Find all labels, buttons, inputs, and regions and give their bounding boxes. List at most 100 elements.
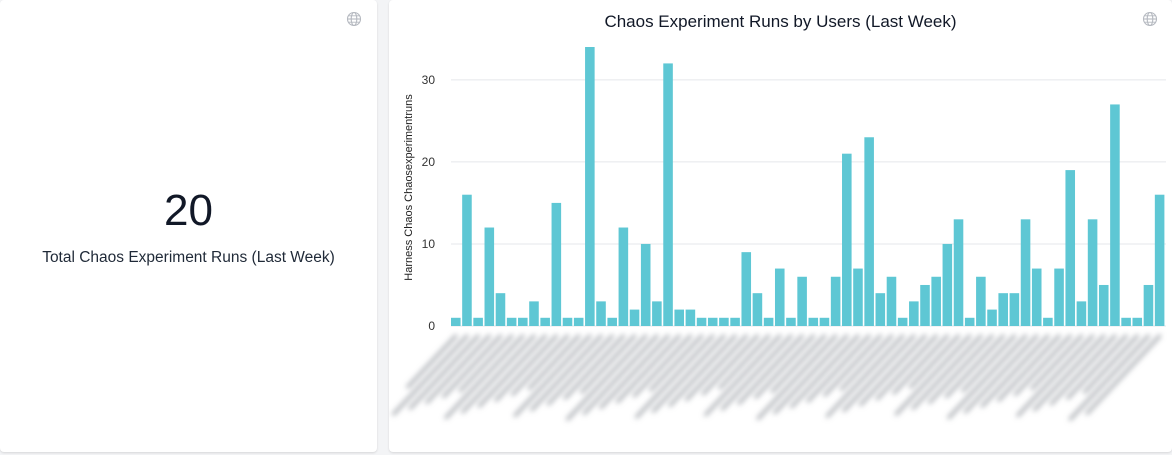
x-tick-label	[770, 334, 827, 393]
bar[interactable]	[652, 301, 662, 326]
x-tick-label	[530, 334, 603, 412]
bar[interactable]	[551, 202, 562, 326]
bar[interactable]	[529, 301, 539, 326]
x-tick-label	[839, 334, 894, 391]
x-tick-label	[859, 334, 927, 407]
bar[interactable]	[1143, 284, 1154, 326]
bar[interactable]	[942, 243, 953, 326]
bar[interactable]	[909, 301, 919, 326]
x-tick-label	[704, 334, 782, 417]
y-tick-label: 30	[422, 73, 436, 87]
bar[interactable]	[897, 317, 908, 326]
bar[interactable]	[1076, 301, 1087, 326]
bar[interactable]	[540, 317, 550, 326]
bar[interactable]	[741, 252, 752, 326]
bar[interactable]	[763, 317, 774, 326]
y-tick-label: 10	[422, 237, 436, 251]
bar[interactable]	[640, 243, 651, 326]
x-tick-label	[458, 334, 514, 393]
bar[interactable]	[506, 317, 517, 326]
y-tick-label: 20	[422, 155, 436, 169]
x-tick-label	[444, 334, 525, 420]
bar[interactable]	[1110, 104, 1120, 326]
x-tick-label	[599, 334, 670, 409]
bar[interactable]	[629, 309, 640, 326]
bar[interactable]	[920, 284, 930, 326]
bar[interactable]	[752, 293, 763, 326]
bar[interactable]	[998, 293, 1008, 326]
bar[interactable]	[484, 227, 495, 326]
bar[interactable]	[819, 317, 830, 326]
x-tick-label	[408, 334, 480, 410]
x-tick-label	[1049, 334, 1117, 406]
bar[interactable]	[730, 317, 740, 326]
x-tick-label	[651, 334, 726, 413]
bar[interactable]	[842, 153, 852, 326]
x-tick-label	[425, 334, 491, 404]
bar[interactable]	[875, 293, 886, 326]
bar[interactable]	[451, 317, 461, 326]
bar[interactable]	[518, 317, 528, 326]
bar[interactable]	[1154, 194, 1165, 326]
bar[interactable]	[562, 317, 573, 326]
bar[interactable]	[964, 317, 975, 326]
x-tick-label	[825, 334, 905, 418]
bar[interactable]	[596, 301, 606, 326]
bar[interactable]	[462, 194, 472, 326]
bar[interactable]	[1132, 317, 1143, 326]
y-tick-label: 0	[428, 319, 435, 333]
bar[interactable]	[953, 219, 964, 326]
bar[interactable]	[1098, 284, 1109, 326]
bar[interactable]	[1009, 293, 1020, 326]
x-tick-label	[546, 334, 614, 406]
bar[interactable]	[987, 309, 997, 326]
x-tick-label	[756, 334, 838, 420]
bar[interactable]	[663, 63, 673, 326]
bar[interactable]	[786, 317, 796, 326]
bar[interactable]	[473, 317, 483, 326]
bar[interactable]	[1087, 219, 1098, 326]
x-tick-label	[635, 334, 715, 419]
x-tick-label	[580, 334, 637, 394]
globe-icon[interactable]	[1142, 11, 1158, 27]
bar[interactable]	[707, 317, 718, 326]
x-tick-label	[947, 334, 1028, 420]
bar[interactable]	[797, 276, 807, 326]
y-axis-label: Harness Chaos Chaosexperimentruns	[403, 94, 415, 281]
bar[interactable]	[1065, 170, 1076, 326]
bar[interactable]	[573, 317, 584, 326]
bar[interactable]	[719, 317, 729, 326]
bar[interactable]	[886, 276, 897, 326]
bar[interactable]	[1020, 219, 1031, 326]
x-tick-label	[513, 334, 592, 418]
chart-title: Chaos Experiment Runs by Users (Last Wee…	[604, 12, 957, 31]
bar[interactable]	[674, 309, 685, 326]
bar[interactable]	[774, 268, 785, 326]
bar[interactable]	[1121, 317, 1131, 326]
x-tick-label	[649, 334, 704, 392]
bar[interactable]	[696, 317, 707, 326]
bar[interactable]	[1054, 268, 1064, 326]
bar-chart: 0 10 20 30 Harness Chaos Chaosexperimentrun…	[392, 47, 1166, 421]
x-tick-label	[894, 334, 972, 416]
x-tick-label	[806, 334, 871, 403]
bar[interactable]	[607, 317, 617, 326]
bar[interactable]	[931, 276, 941, 326]
bar[interactable]	[1043, 317, 1053, 326]
bar[interactable]	[618, 227, 629, 326]
globe-icon[interactable]	[346, 11, 362, 27]
bar[interactable]	[853, 268, 863, 326]
bar[interactable]	[864, 137, 874, 326]
bar[interactable]	[976, 276, 986, 326]
stat-value: 20	[164, 186, 213, 235]
bar[interactable]	[685, 309, 696, 326]
bar[interactable]	[495, 293, 506, 326]
bar[interactable]	[585, 47, 595, 326]
x-tick-label	[718, 334, 771, 390]
x-tick-label	[980, 334, 1050, 408]
bar[interactable]	[830, 276, 841, 326]
bar[interactable]	[808, 317, 819, 326]
bar[interactable]	[1031, 268, 1042, 326]
x-tick-label	[511, 334, 570, 396]
x-tick-label	[1066, 334, 1128, 400]
